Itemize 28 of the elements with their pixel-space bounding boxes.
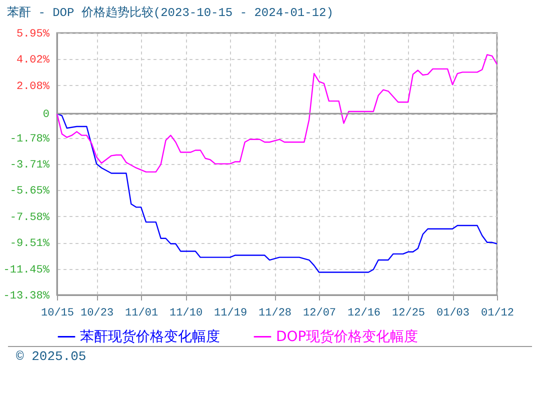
y-tick-label: 4.02% — [16, 54, 50, 67]
line-series — [56, 54, 498, 173]
y-tick-label: -9.51% — [10, 238, 50, 250]
x-tick-label: 11/19 — [214, 308, 248, 320]
x-tick-label: 11/01 — [125, 308, 158, 320]
x-tick-label: 11/28 — [258, 308, 292, 320]
legend-label: 苯酐现货价格变化幅度 — [80, 328, 220, 345]
chart-title: 苯酐 - DOP 价格趋势比较(2023-10-15 - 2024-01-12) — [7, 6, 334, 20]
x-tick-label: 12/07 — [303, 308, 336, 320]
x-tick-label: 01/03 — [436, 308, 470, 320]
x-tick-label: 10/23 — [80, 308, 114, 320]
y-tick-label: 5.95% — [16, 28, 50, 40]
y-tick-label: -3.71% — [10, 159, 50, 172]
x-tick-label: 10/15 — [40, 308, 74, 320]
legend-label: DOP现货价格变化幅度 — [276, 328, 418, 345]
y-tick-label: -5.65% — [10, 186, 50, 198]
x-tick-label: 01/12 — [480, 308, 514, 320]
y-tick-label: -1.78% — [10, 133, 50, 146]
y-tick-label: -13.38% — [3, 290, 50, 302]
y-tick-label: -11.45% — [3, 264, 50, 276]
y-tick-label: 0 — [42, 109, 50, 122]
x-tick-label: 11/10 — [170, 308, 203, 320]
x-tick-label: 12/16 — [348, 308, 381, 320]
y-tick-label: 2.08% — [16, 80, 50, 93]
line-series — [56, 113, 498, 273]
y-tick-label: -7.58% — [10, 212, 50, 224]
x-tick-label: 12/25 — [392, 308, 426, 320]
text: © 2025.05 — [8, 346, 532, 364]
